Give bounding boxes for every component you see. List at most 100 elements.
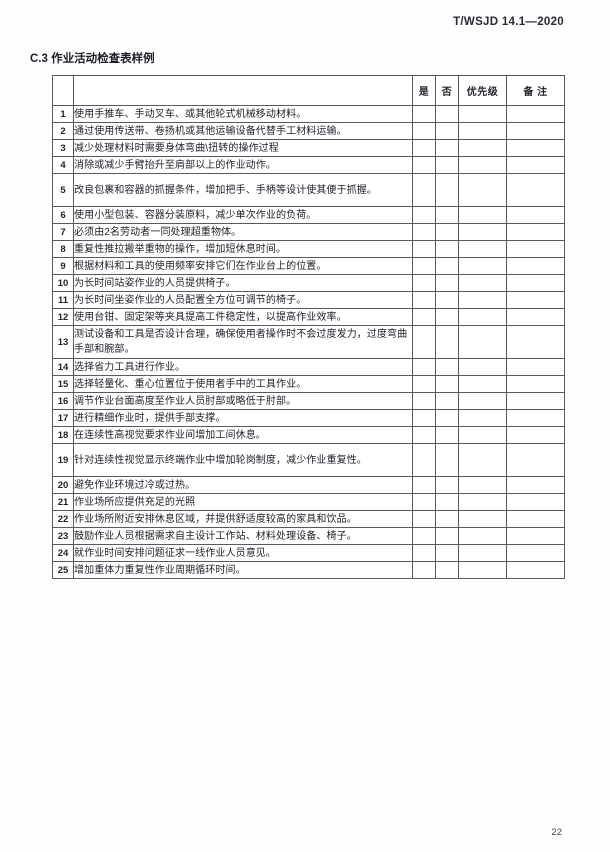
cell-note[interactable] <box>506 493 565 511</box>
cell-note[interactable] <box>506 325 565 359</box>
cell-note[interactable] <box>506 274 565 292</box>
cell-no[interactable] <box>435 274 459 292</box>
cell-no[interactable] <box>435 409 459 427</box>
cell-priority[interactable] <box>458 274 507 292</box>
cell-note[interactable] <box>506 105 565 123</box>
cell-priority[interactable] <box>458 240 507 258</box>
cell-no[interactable] <box>435 561 459 579</box>
cell-no[interactable] <box>435 173 459 207</box>
cell-note[interactable] <box>506 308 565 326</box>
cell-priority[interactable] <box>458 544 507 562</box>
cell-yes[interactable] <box>412 122 436 140</box>
cell-priority[interactable] <box>458 105 507 123</box>
cell-no[interactable] <box>435 426 459 444</box>
cell-priority[interactable] <box>458 308 507 326</box>
cell-yes[interactable] <box>412 544 436 562</box>
cell-yes[interactable] <box>412 561 436 579</box>
cell-priority[interactable] <box>458 139 507 157</box>
cell-priority[interactable] <box>458 173 507 207</box>
cell-no[interactable] <box>435 443 459 477</box>
cell-priority[interactable] <box>458 476 507 494</box>
cell-note[interactable] <box>506 527 565 545</box>
cell-note[interactable] <box>506 426 565 444</box>
cell-priority[interactable] <box>458 561 507 579</box>
cell-priority[interactable] <box>458 426 507 444</box>
cell-priority[interactable] <box>458 493 507 511</box>
cell-no[interactable] <box>435 527 459 545</box>
cell-no[interactable] <box>435 510 459 528</box>
cell-yes[interactable] <box>412 105 436 123</box>
cell-priority[interactable] <box>458 510 507 528</box>
cell-note[interactable] <box>506 544 565 562</box>
cell-no[interactable] <box>435 291 459 309</box>
cell-note[interactable] <box>506 139 565 157</box>
cell-no[interactable] <box>435 257 459 275</box>
cell-yes[interactable] <box>412 510 436 528</box>
cell-yes[interactable] <box>412 392 436 410</box>
cell-yes[interactable] <box>412 291 436 309</box>
cell-note[interactable] <box>506 561 565 579</box>
cell-priority[interactable] <box>458 443 507 477</box>
cell-no[interactable] <box>435 139 459 157</box>
cell-note[interactable] <box>506 409 565 427</box>
cell-no[interactable] <box>435 493 459 511</box>
cell-priority[interactable] <box>458 358 507 376</box>
cell-priority[interactable] <box>458 375 507 393</box>
cell-no[interactable] <box>435 476 459 494</box>
cell-yes[interactable] <box>412 325 436 359</box>
cell-note[interactable] <box>506 173 565 207</box>
cell-no[interactable] <box>435 122 459 140</box>
cell-no[interactable] <box>435 375 459 393</box>
cell-priority[interactable] <box>458 527 507 545</box>
cell-note[interactable] <box>506 510 565 528</box>
cell-no[interactable] <box>435 544 459 562</box>
cell-yes[interactable] <box>412 206 436 224</box>
cell-yes[interactable] <box>412 223 436 241</box>
cell-note[interactable] <box>506 257 565 275</box>
cell-note[interactable] <box>506 122 565 140</box>
cell-note[interactable] <box>506 476 565 494</box>
cell-no[interactable] <box>435 308 459 326</box>
cell-priority[interactable] <box>458 122 507 140</box>
cell-note[interactable] <box>506 223 565 241</box>
cell-no[interactable] <box>435 223 459 241</box>
cell-yes[interactable] <box>412 358 436 376</box>
cell-priority[interactable] <box>458 291 507 309</box>
cell-priority[interactable] <box>458 409 507 427</box>
cell-no[interactable] <box>435 358 459 376</box>
cell-note[interactable] <box>506 156 565 174</box>
cell-yes[interactable] <box>412 274 436 292</box>
cell-no[interactable] <box>435 156 459 174</box>
cell-yes[interactable] <box>412 493 436 511</box>
cell-no[interactable] <box>435 240 459 258</box>
cell-yes[interactable] <box>412 308 436 326</box>
cell-yes[interactable] <box>412 139 436 157</box>
cell-yes[interactable] <box>412 257 436 275</box>
cell-priority[interactable] <box>458 257 507 275</box>
cell-no[interactable] <box>435 392 459 410</box>
cell-priority[interactable] <box>458 156 507 174</box>
cell-note[interactable] <box>506 206 565 224</box>
cell-no[interactable] <box>435 105 459 123</box>
cell-yes[interactable] <box>412 173 436 207</box>
cell-yes[interactable] <box>412 527 436 545</box>
cell-yes[interactable] <box>412 409 436 427</box>
cell-note[interactable] <box>506 240 565 258</box>
cell-yes[interactable] <box>412 375 436 393</box>
cell-yes[interactable] <box>412 476 436 494</box>
cell-no[interactable] <box>435 206 459 224</box>
cell-priority[interactable] <box>458 223 507 241</box>
cell-priority[interactable] <box>458 392 507 410</box>
cell-yes[interactable] <box>412 240 436 258</box>
cell-priority[interactable] <box>458 206 507 224</box>
cell-note[interactable] <box>506 392 565 410</box>
cell-note[interactable] <box>506 443 565 477</box>
cell-yes[interactable] <box>412 156 436 174</box>
cell-note[interactable] <box>506 291 565 309</box>
cell-note[interactable] <box>506 375 565 393</box>
cell-note[interactable] <box>506 358 565 376</box>
cell-no[interactable] <box>435 325 459 359</box>
cell-priority[interactable] <box>458 325 507 359</box>
cell-yes[interactable] <box>412 443 436 477</box>
cell-yes[interactable] <box>412 426 436 444</box>
